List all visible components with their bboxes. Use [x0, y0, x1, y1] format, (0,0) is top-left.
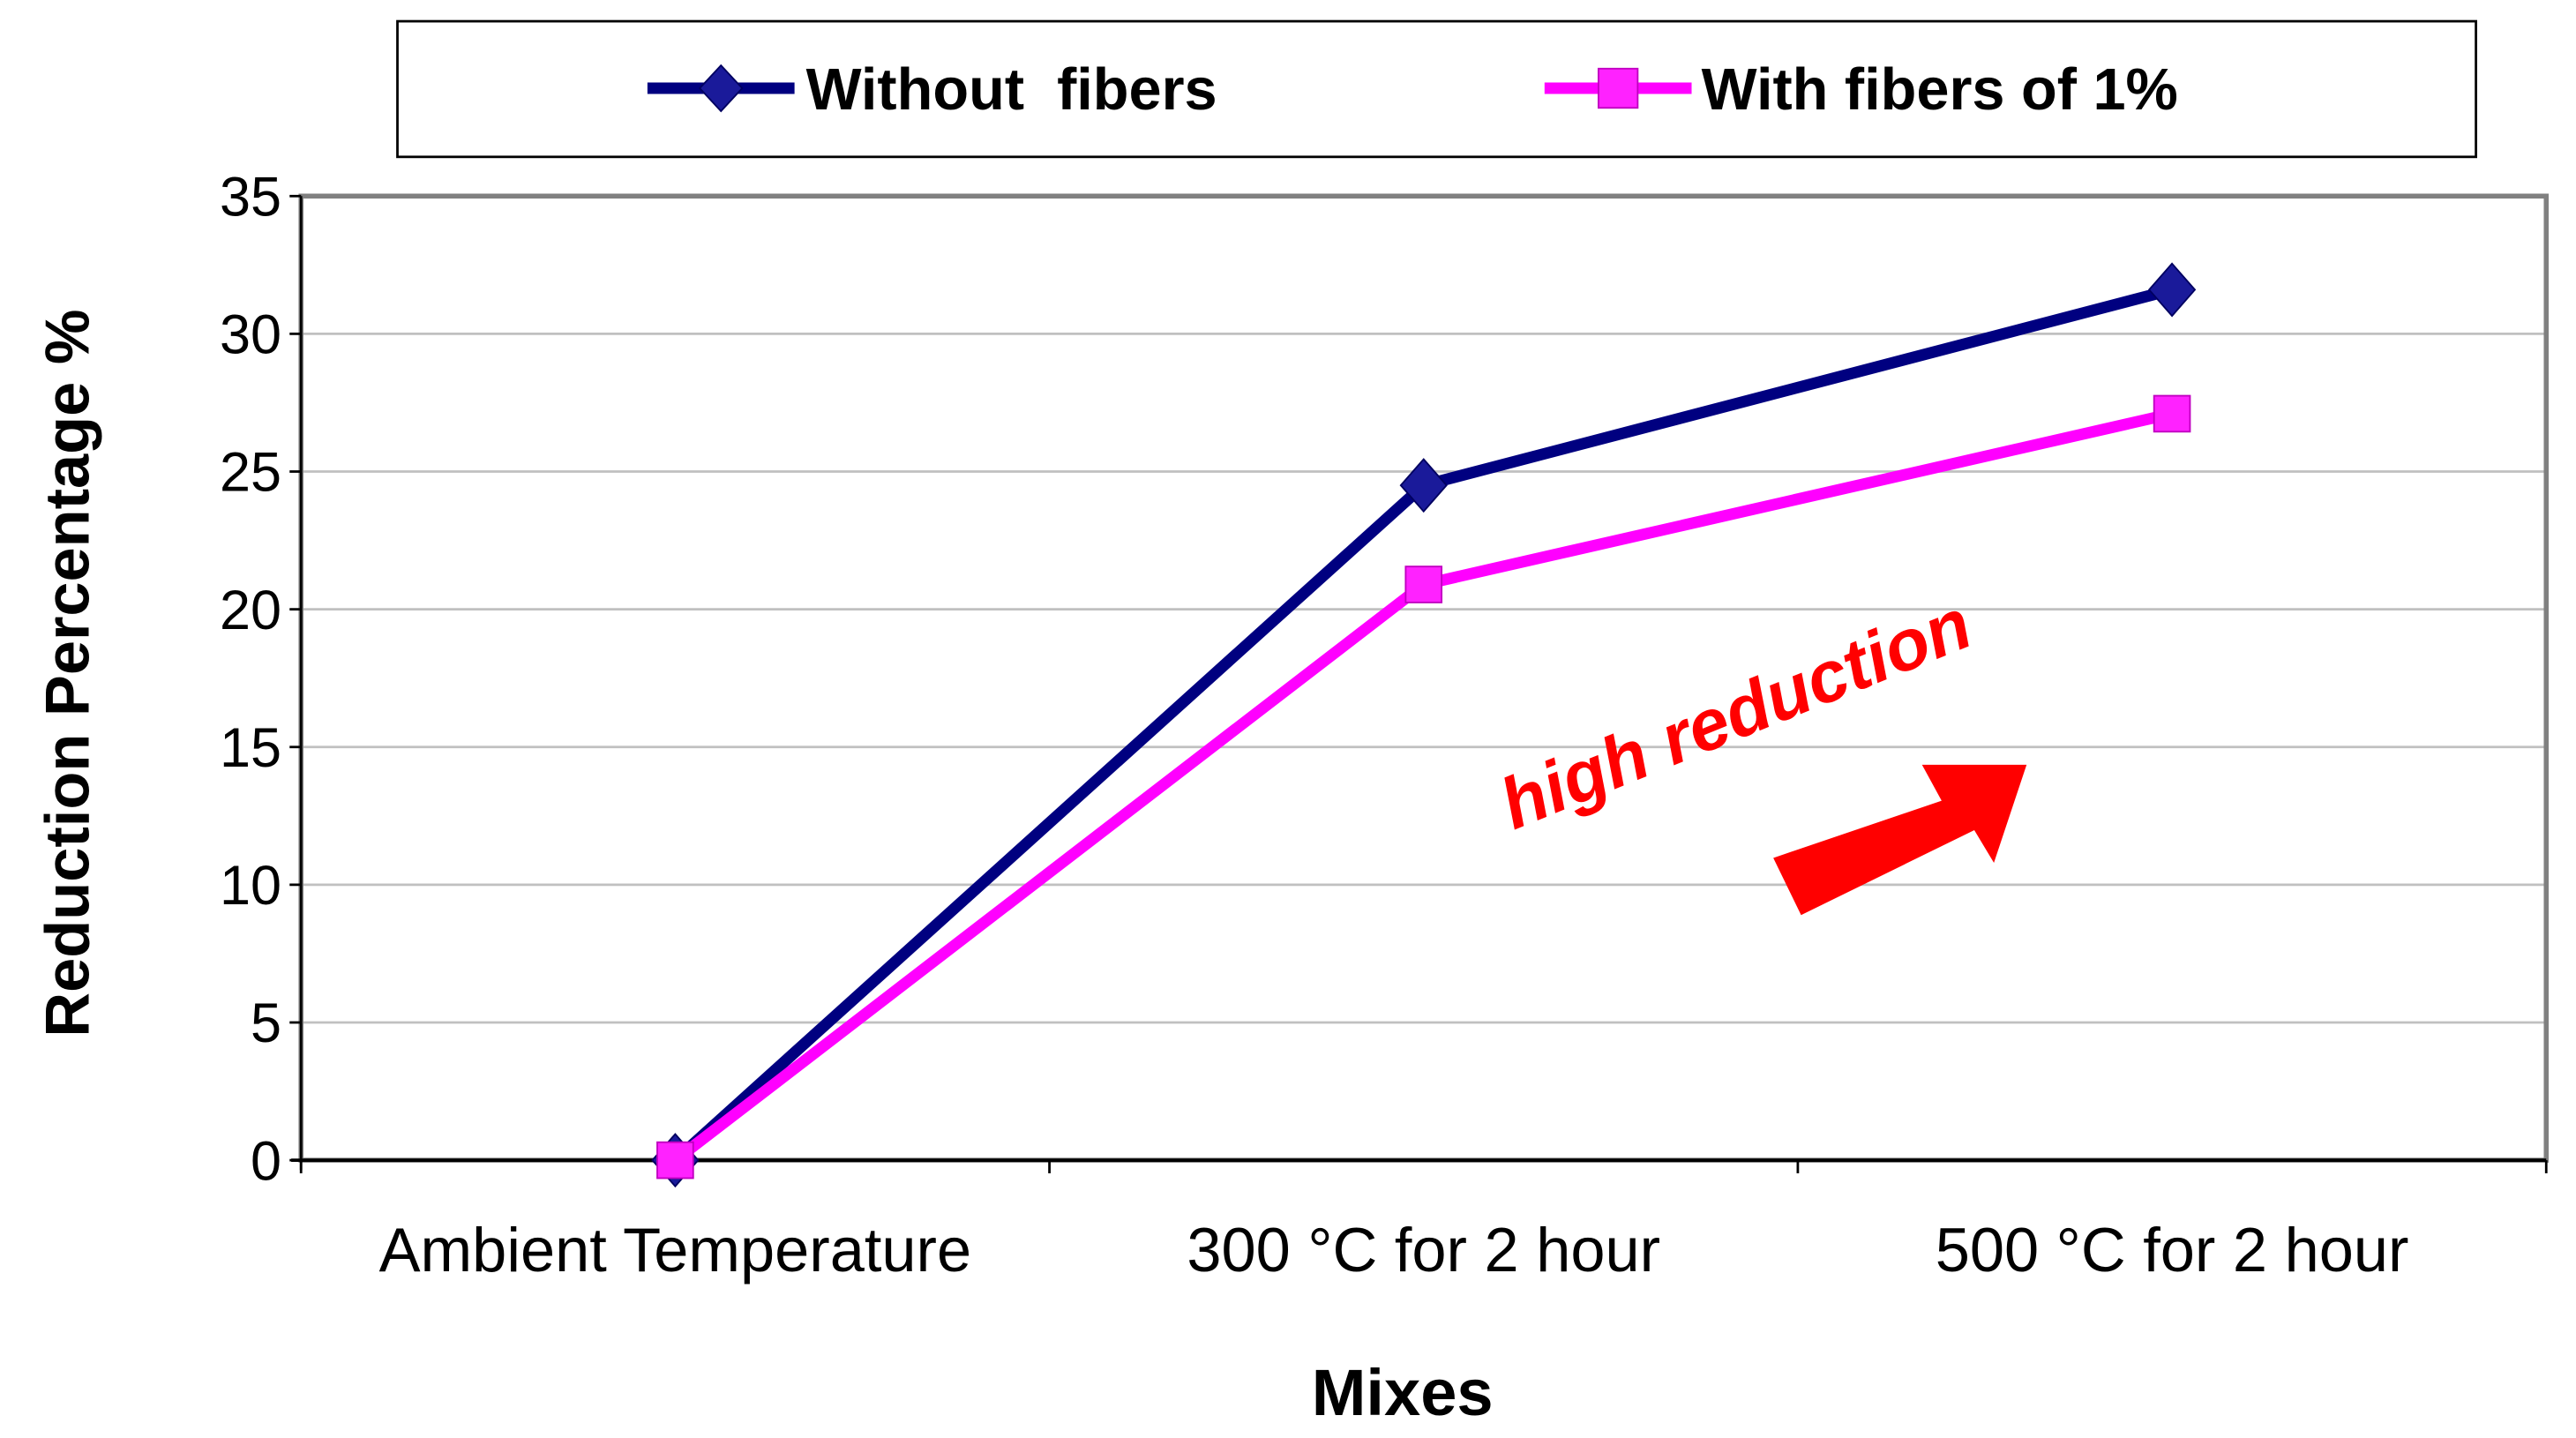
plot-area-border: [298, 193, 2550, 1163]
x-tick-label: Ambient Temperature: [379, 1215, 972, 1284]
data-point-diamond: [2147, 262, 2197, 318]
data-point-square: [656, 1141, 694, 1180]
x-axis-label: Mixes: [1312, 1356, 1494, 1429]
x-tick-label: 300 °C for 2 hour: [1187, 1215, 1660, 1284]
y-tick-label: 15: [220, 717, 281, 779]
legend: Without fibers With fibers of 1%: [396, 19, 2477, 159]
y-tick-label: 35: [220, 167, 281, 228]
annotation-arrow: [1773, 764, 2027, 916]
series-without-fibers: [671, 284, 2174, 1165]
y-tick-label: 0: [251, 1130, 281, 1192]
data-point-diamond: [1399, 458, 1448, 513]
legend-marker-square: [1598, 67, 1639, 109]
y-tick-label: 10: [220, 855, 281, 917]
legend-label-with-fibers: With fibers of 1%: [1702, 57, 2178, 123]
annotation-text: high reduction: [1489, 583, 1982, 844]
annotation: high reduction: [1489, 583, 2027, 916]
y-axis-label: Reduction Percentage %: [32, 310, 101, 1037]
legend-marker-diamond: [698, 64, 744, 113]
y-tick-label: 25: [220, 442, 281, 504]
y-tick-label: 30: [220, 304, 281, 366]
y-tick-label: 5: [251, 992, 281, 1054]
series-line: [671, 284, 2174, 1165]
y-tick-label: 20: [220, 580, 281, 641]
data-point-square: [1404, 565, 1443, 603]
x-tick-label: 500 °C for 2 hour: [1936, 1215, 2409, 1284]
legend-label-without-fibers: Without fibers: [806, 57, 1217, 123]
data-point-square: [2153, 394, 2191, 433]
